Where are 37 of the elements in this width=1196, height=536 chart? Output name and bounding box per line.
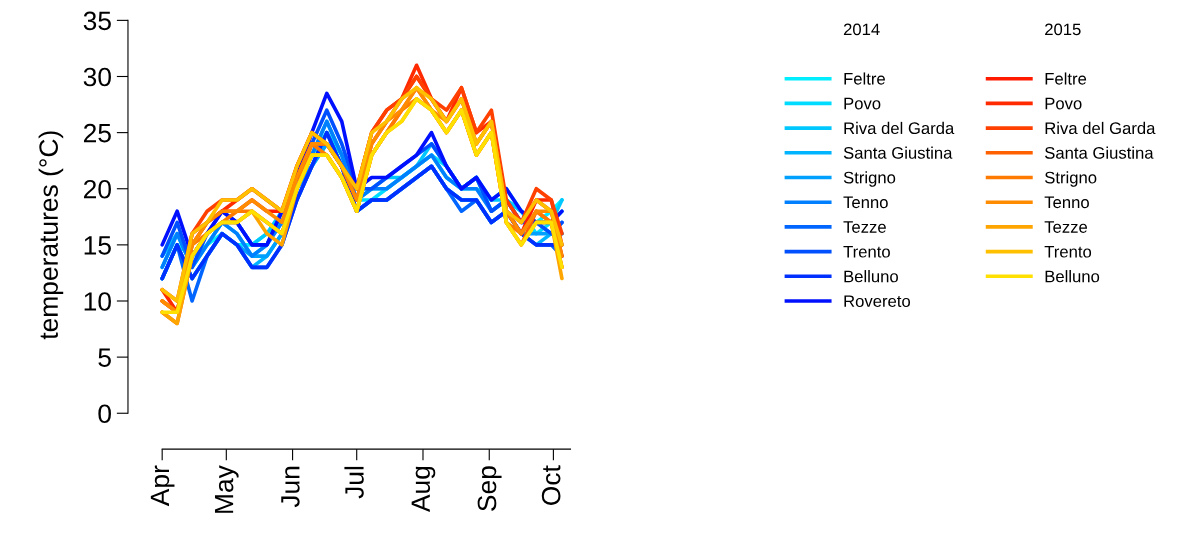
x-tick-label: Apr	[150, 465, 175, 507]
legend-label: Santa Giustina	[1045, 146, 1154, 159]
legend-label: Povo	[1045, 97, 1082, 110]
y-tick-label: 15	[84, 236, 111, 255]
x-tick-label: Sep	[477, 466, 502, 511]
y-tick-label: 20	[83, 179, 111, 199]
x-tick-label: Jul	[344, 466, 364, 499]
y-tick-label: 5	[98, 348, 111, 367]
y-tick-label: 0	[98, 404, 111, 424]
legend-label: Santa Giustina	[843, 146, 953, 159]
legend-label: Strigno	[843, 171, 896, 187]
y-tick-label: 30	[83, 67, 111, 87]
y-tick-label: 10	[84, 292, 111, 311]
legend-label: Rovereto	[844, 295, 911, 308]
legend-label: Trento	[1044, 245, 1092, 258]
text: 2014	[843, 23, 880, 36]
legend-label: Feltre	[1045, 72, 1087, 85]
legend-label: Feltre	[844, 72, 885, 85]
legend-label: Tenno	[843, 196, 888, 209]
legend-label: Tezze	[843, 221, 886, 233]
text: 2015	[1045, 23, 1081, 36]
y-axis-title: temperatures (°C)	[38, 131, 64, 340]
x-tick-label: Aug	[411, 466, 436, 513]
x-tick-label: Oct	[541, 465, 561, 505]
legend-label: Belluno	[844, 270, 898, 283]
legend-label: Strigno	[1045, 171, 1097, 187]
legend-label: Povo	[844, 97, 881, 110]
legend-label: Tenno	[1044, 196, 1089, 209]
x-tick-label: Jun	[281, 466, 300, 508]
y-tick-label: 25	[83, 123, 111, 143]
x-tick-label: May	[214, 465, 239, 513]
y-tick-label: 35	[83, 11, 111, 31]
legend-label: Tezze	[1044, 221, 1088, 233]
legend-label: Riva del Garda	[1045, 121, 1156, 135]
legend-label: Riva del Garda	[844, 121, 955, 135]
legend-label: Belluno	[1045, 270, 1100, 283]
legend-label: Trento	[843, 245, 890, 258]
